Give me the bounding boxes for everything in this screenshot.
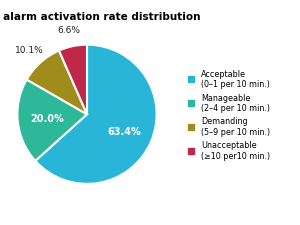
Wedge shape <box>27 51 87 115</box>
Legend: Acceptable
(0–1 per 10 min.), Manageable
(2–4 per 10 min.), Demanding
(5–9 per 1: Acceptable (0–1 per 10 min.), Manageable… <box>187 68 272 162</box>
Text: 20.0%: 20.0% <box>30 114 64 124</box>
Wedge shape <box>17 80 87 161</box>
Text: 6.6%: 6.6% <box>58 25 81 34</box>
Wedge shape <box>59 45 87 115</box>
Wedge shape <box>35 45 157 184</box>
Text: 10.1%: 10.1% <box>14 46 43 55</box>
Title: New alarm activation rate distribution: New alarm activation rate distribution <box>0 12 200 22</box>
Text: 63.4%: 63.4% <box>107 126 141 136</box>
